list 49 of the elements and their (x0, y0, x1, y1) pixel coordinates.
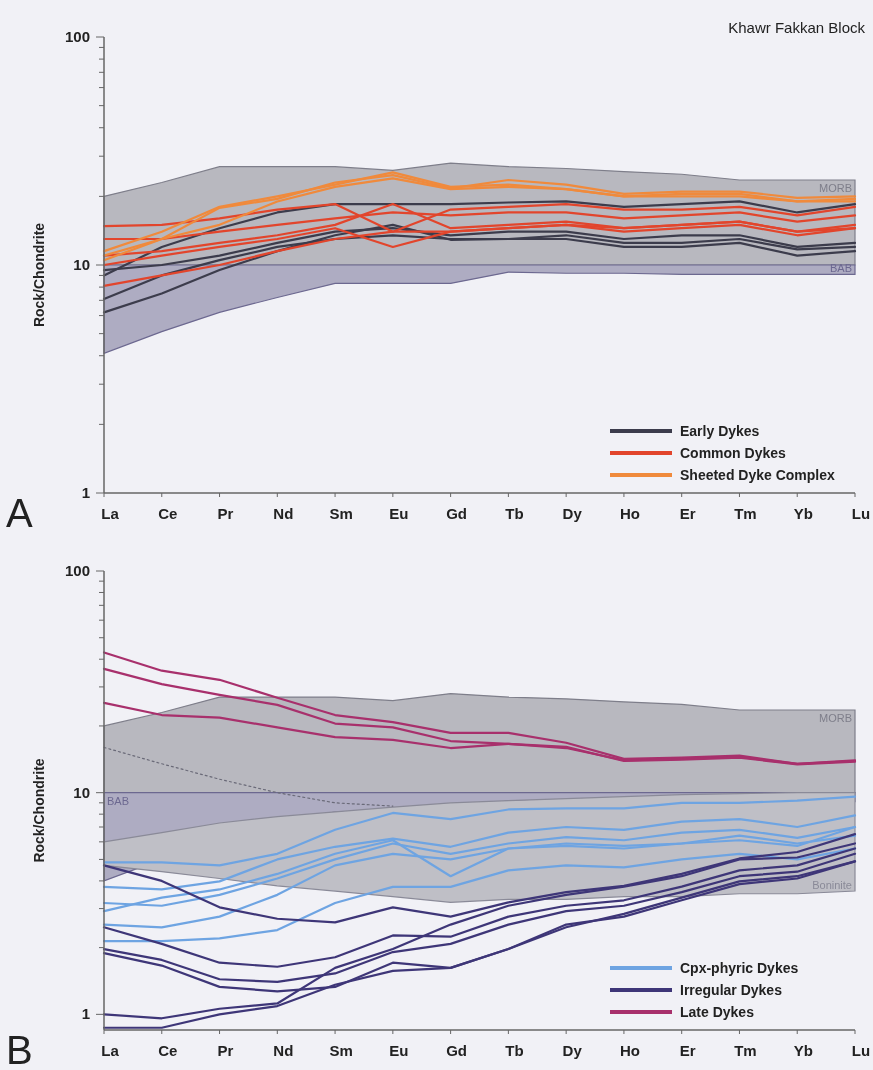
x-tick-label: Sm (329, 505, 353, 522)
x-tick-label: Nd (273, 505, 294, 522)
y-tick-label: 10 (73, 783, 90, 801)
legend-label: Common Dykes (680, 445, 787, 461)
x-tick-label: Ho (619, 505, 640, 522)
x-tick-label: Er (679, 505, 696, 522)
chart-title: Khawr Fakkan Block (728, 19, 866, 36)
x-tick-label: Sm (329, 1042, 353, 1059)
legend-label: BAB (107, 794, 130, 807)
x-tick-label: Pr (217, 1042, 234, 1059)
x-tick-label: Pr (217, 505, 234, 522)
x-tick-label: Yb (793, 1042, 813, 1059)
x-tick-label: Ce (158, 505, 178, 522)
text: B (6, 1028, 33, 1070)
x-tick-label: Lu (851, 505, 871, 522)
y-tick-label: 10 (73, 256, 90, 273)
x-tick-label: Tm (734, 1042, 757, 1059)
y-tick-label: 100 (64, 562, 90, 579)
x-tick-label: Dy (562, 1042, 583, 1059)
legend-label: Late Dykes (680, 1004, 755, 1020)
x-tick-label: La (101, 505, 120, 522)
y-tick-label: 1 (81, 1005, 90, 1023)
legend-label: BAB (829, 262, 852, 275)
legend-label: Early Dykes (680, 423, 760, 439)
y-tick-label: 100 (64, 28, 90, 45)
x-tick-label: Er (679, 1042, 696, 1059)
legend-label: Sheeted Dyke Complex (680, 467, 836, 483)
x-tick-label: Ce (158, 1042, 178, 1059)
x-tick-label: Tm (734, 505, 757, 522)
x-tick-label: Dy (562, 505, 583, 522)
y-axis-title: Rock/Chondrite (31, 222, 47, 328)
x-tick-label: Nd (273, 1042, 294, 1059)
legend-label: MORB (819, 181, 852, 194)
x-tick-label: Eu (389, 1042, 409, 1059)
x-tick-label: Tb (505, 1042, 524, 1059)
legend-label: Irregular Dykes (680, 982, 783, 998)
x-tick-label: Ho (619, 1042, 640, 1059)
legend-label: Cpx-phyric Dykes (680, 960, 799, 976)
x-tick-label: Lu (851, 1042, 871, 1059)
y-tick-label: 1 (81, 484, 90, 501)
x-tick-label: Yb (793, 505, 813, 522)
x-tick-label: Gd (446, 505, 468, 522)
x-tick-label: La (101, 1042, 120, 1059)
x-tick-label: Tb (505, 505, 524, 522)
x-tick-label: Eu (389, 505, 409, 522)
x-tick-label: Gd (446, 1042, 468, 1059)
y-axis-title: Rock/Chondrite (31, 758, 47, 863)
legend-label: MORB (819, 712, 852, 725)
text: A (6, 491, 33, 535)
